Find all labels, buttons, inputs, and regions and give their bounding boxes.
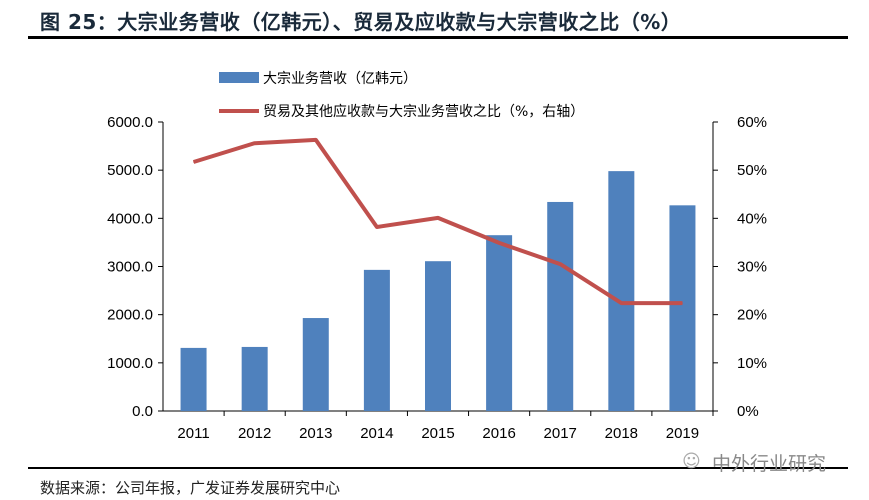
wechat-icon: ☺: [682, 451, 701, 472]
chart-title: 图 25：大宗业务营收（亿韩元）、贸易及应收款与大宗营收之比（%）: [40, 10, 682, 34]
right-tick-label: 40%: [737, 210, 767, 227]
bar-2014: [363, 269, 390, 411]
x-tick-label: 2014: [360, 425, 393, 442]
left-tick-label: 4000.0: [107, 210, 153, 227]
legend-line-label: 贸易及其他应收款与大宗业务营收之比（%，右轴）: [263, 103, 584, 120]
bar-2015: [425, 261, 451, 411]
line-point-2011: [193, 161, 195, 163]
source-note: 数据来源：公司年报，广发证券发展研究中心: [40, 479, 341, 497]
right-tick-label: 60%: [737, 114, 767, 131]
left-tick-label: 0.0: [132, 403, 153, 420]
right-tick-label: 0%: [737, 403, 759, 420]
footer-rule: [28, 467, 848, 469]
line-point-2018: [620, 302, 622, 304]
left-tick-label: 1000.0: [107, 355, 153, 372]
x-tick-label: 2017: [544, 425, 577, 442]
legend-bar-swatch: [219, 72, 259, 83]
x-tick-label: 2013: [299, 425, 332, 442]
x-tick-label: 2016: [482, 425, 515, 442]
bar-2018: [608, 171, 635, 411]
title-rule: [28, 36, 848, 39]
x-tick-label: 2019: [666, 425, 699, 442]
bar-2012: [241, 346, 268, 411]
bar-2017: [547, 201, 574, 411]
bar-2013: [302, 318, 329, 411]
line-point-2015: [437, 217, 439, 219]
x-tick-label: 2011: [177, 425, 209, 442]
left-tick-label: 3000.0: [107, 259, 153, 276]
watermark: 中外行业研究: [712, 453, 827, 475]
chart: 0.0 1000.0 2000.0 3000.0 4000.0 5000.0 6000.0 0…: [107, 71, 767, 442]
left-tick-label: 2000.0: [107, 307, 153, 324]
x-tick-label: 2015: [421, 425, 454, 442]
right-tick-label: 20%: [737, 307, 767, 324]
left-tick-label: 5000.0: [107, 162, 153, 179]
line-point-2016: [498, 242, 500, 244]
x-tick-label: 2018: [605, 425, 638, 442]
right-tick-label: 50%: [737, 162, 767, 179]
bar-2016: [486, 235, 513, 411]
left-tick-label: 6000.0: [107, 114, 153, 131]
x-tick-label: 2012: [238, 425, 271, 442]
legend-bar-label: 大宗业务营收（亿韩元）: [263, 71, 417, 87]
right-tick-label: 30%: [737, 259, 767, 276]
bar-2011: [180, 347, 207, 411]
line-point-2019: [681, 302, 683, 304]
right-tick-label: 10%: [737, 355, 767, 372]
line-point-2014: [376, 226, 378, 228]
bar-2019: [669, 205, 696, 411]
line-point-2012: [254, 142, 256, 144]
line-point-2017: [559, 263, 561, 265]
line-point-2013: [315, 139, 317, 141]
